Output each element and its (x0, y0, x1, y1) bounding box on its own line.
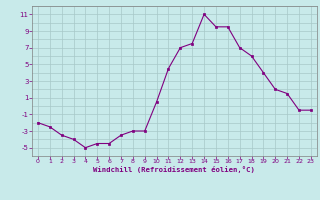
X-axis label: Windchill (Refroidissement éolien,°C): Windchill (Refroidissement éolien,°C) (93, 166, 255, 173)
